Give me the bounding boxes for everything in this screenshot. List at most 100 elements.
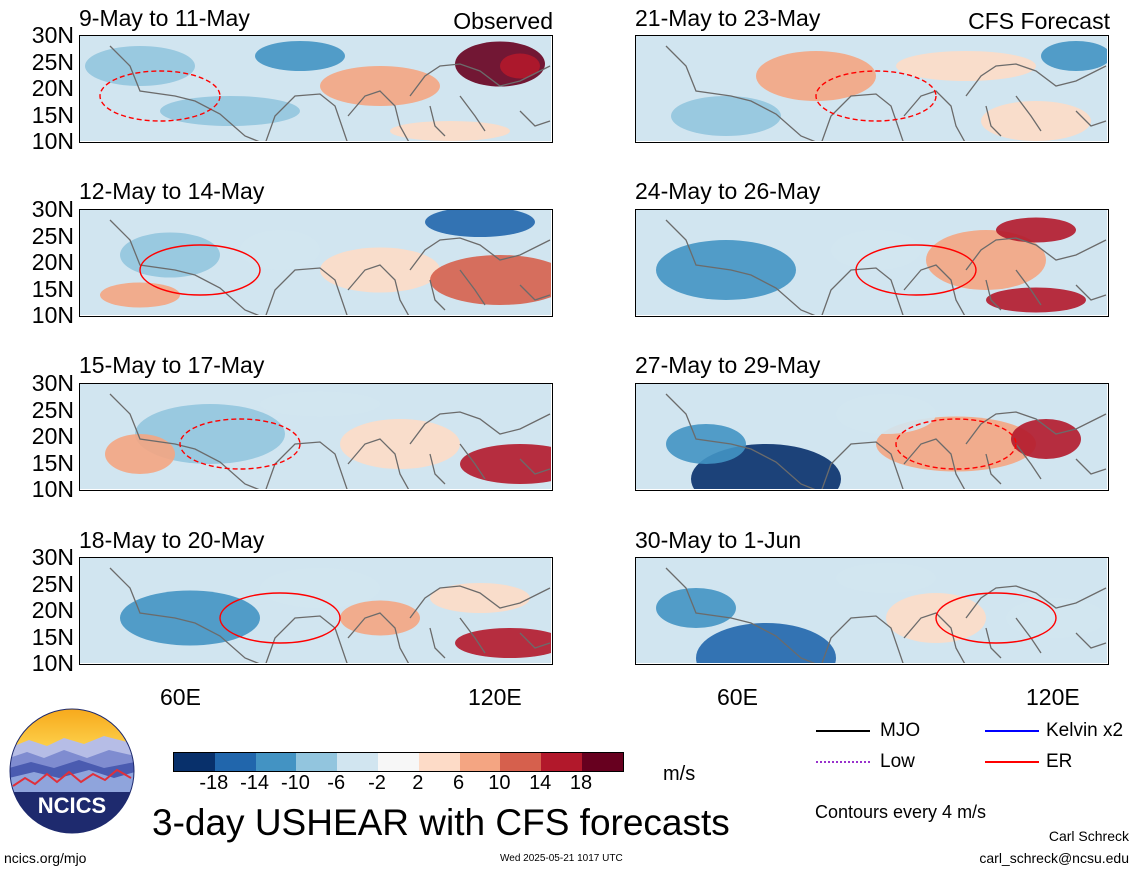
legend-kelvin-label: Kelvin x2 [1046,720,1124,741]
lat-label: 30N [31,544,74,570]
shear-region [1011,419,1081,459]
shear-region [666,424,746,464]
shear-region [896,51,1036,81]
panel-title-4: 18-May to 20-May [79,527,265,553]
map-panel-5 [635,35,1109,143]
shear-region [656,588,736,628]
map-panel-8 [635,557,1109,665]
shear-map [636,384,1107,489]
panel-tag-observed: Observed [453,8,553,34]
author-email: carl_schreck@ncsu.edu [979,850,1129,866]
er-contour [219,592,341,644]
map-panel-2 [79,209,553,317]
coastline [109,567,551,663]
er-contour [139,244,261,296]
lat-label: 25N [31,396,74,423]
colorbar-swatch [174,753,215,771]
legend-low-line [816,761,870,763]
lat-label: 15N [31,101,74,128]
shear-region [120,232,220,278]
colorbar-tick-label: 6 [453,772,465,794]
panel-title-7: 27-May to 29-May [635,352,821,378]
legend-er-label: ER [1046,751,1073,772]
lat-label: 20N [31,423,74,449]
shear-map [80,384,551,489]
shear-region [455,628,551,658]
shear-map [80,210,551,315]
author-name: Carl Schreck [1048,828,1129,844]
shear-region [430,255,551,305]
colorbar-swatch [296,753,338,771]
colorbar-tick-label: 2 [412,772,424,794]
lat-label: 15N [31,623,74,650]
shear-region [671,96,781,136]
lat-label: 10N [31,476,74,502]
shear-region [260,568,380,608]
er-contour [99,70,221,122]
contour-note: Contours every 4 m/s [815,802,987,822]
lon-label-120e-right: 120E [1026,684,1080,710]
shear-region [656,240,796,300]
colorbar-tick-label: -2 [368,772,386,794]
shear-region [831,230,921,270]
shear-map [636,210,1107,315]
ncics-logo: NCICS [9,708,135,834]
shear-region [836,563,936,593]
shear-region [1041,41,1107,71]
shear-region [460,444,551,484]
panel-tag-forecast: CFS Forecast [968,8,1110,34]
legend-mjo-line [816,730,870,732]
er-contour [815,70,937,122]
shear-region [926,230,1046,290]
shear-region [996,217,1076,243]
shear-map [80,36,551,141]
coastline [665,219,1107,315]
shear-region [756,51,876,101]
site-url: ncics.org/mjo [4,850,87,866]
shear-region [500,53,540,79]
shear-region [425,210,535,237]
legend-kelvin-line [985,730,1039,732]
shear-region [105,434,175,474]
shear-map [80,558,551,663]
colorbar-swatch [500,753,542,771]
colorbar-swatch [214,753,256,771]
lon-label-60e-right: 60E [717,684,758,710]
panel-title-2: 12-May to 14-May [79,178,265,204]
colorbar-tick-label: -18 [199,772,229,794]
lat-label: 15N [31,275,74,302]
shear-region [320,247,440,293]
shear-region [85,46,195,86]
shear-region [981,101,1091,141]
coastline [109,393,551,489]
coastline [109,45,551,141]
shear-map [636,558,1107,663]
shear-region [240,230,320,270]
panel-title-3: 15-May to 17-May [79,352,265,378]
coastline [665,567,1107,663]
colorbar-swatch [581,753,623,771]
panel-title-1: 9-May to 11-May [79,5,250,31]
panel-title-5: 21-May to 23-May [635,5,821,31]
map-panel-6 [635,209,1109,317]
lat-label: 25N [31,48,74,75]
colorbar-swatch [337,753,378,771]
map-panel-1 [79,35,553,143]
lat-label: 10N [31,128,74,154]
coastline [665,393,1107,489]
lat-label: 10N [31,650,74,676]
lat-label: 20N [31,597,74,623]
shear-region [340,419,460,469]
panel-title-8: 30-May to 1-Jun [635,527,802,553]
er-contour [855,244,977,296]
colorbar-tick-label: 18 [569,772,593,794]
lat-label: 30N [31,22,74,48]
colorbar-swatch [255,753,297,771]
er-contour [179,418,301,470]
legend-er-line [985,761,1039,763]
shear-region [836,394,936,434]
shear-region [320,66,440,106]
colorbar-tick-label: -14 [240,772,270,794]
er-contour [935,592,1057,644]
logo-text: NCICS [38,793,106,818]
